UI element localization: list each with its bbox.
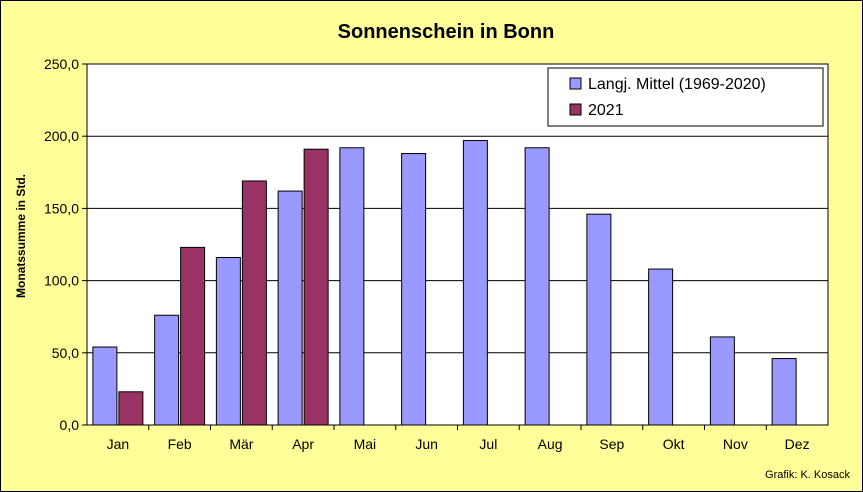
x-tick-label: Aug (538, 436, 563, 452)
legend-label: Langj. Mittel (1969-2020) (588, 76, 766, 93)
bar-mittel (524, 147, 550, 426)
y-tick-label: 50,0 (52, 345, 79, 361)
bar-mittel (339, 147, 365, 426)
gridlines (87, 135, 828, 354)
x-tick-label: Dez (785, 436, 810, 452)
x-tick-label: Jan (107, 436, 130, 452)
bar-mittel (92, 346, 118, 426)
bar-2021 (303, 148, 329, 426)
x-tick-label: Mai (354, 436, 377, 452)
credit-text: Grafik: K. Kosack (765, 469, 850, 481)
legend-swatch (569, 77, 582, 90)
bar-mittel (401, 153, 427, 426)
x-tick-label: Feb (168, 436, 192, 452)
x-tick-label: Jul (479, 436, 497, 452)
bar-2021 (180, 246, 206, 426)
x-tick-label: Okt (663, 436, 685, 452)
legend-swatch (569, 103, 582, 116)
y-tick-label: 250,0 (44, 56, 79, 72)
bar-mittel (462, 140, 488, 426)
bar-mittel (771, 358, 797, 426)
x-axis-ticks: Jan Feb Mär Apr Mai Jun Jul Aug Sep Okt Nov Dez (107, 425, 810, 452)
y-axis-ticks: 0,0 50,0 100,0 150,0 200,0 250,0 (44, 56, 87, 433)
bar-mittel (648, 268, 674, 426)
bar-mittel (215, 256, 241, 426)
chart-title: Sonnenschein in Bonn (338, 21, 555, 43)
y-axis-label: Monatssumme in Std. (14, 174, 28, 298)
bar-mittel (277, 190, 303, 426)
y-tick-label: 200,0 (44, 128, 79, 144)
x-tick-label: Jun (415, 436, 438, 452)
y-tick-label: 150,0 (44, 200, 79, 216)
x-tick-label: Apr (292, 436, 314, 452)
bar-2021 (118, 391, 144, 426)
bar-mittel (154, 314, 180, 426)
legend: Langj. Mittel (1969-2020) 2021 (547, 67, 824, 127)
legend-label: 2021 (588, 102, 624, 119)
bar-2021 (241, 180, 267, 426)
bar-mittel (709, 336, 735, 426)
legend-box (547, 67, 824, 127)
y-tick-label: 100,0 (44, 273, 79, 289)
y-tick-label: 0,0 (60, 417, 80, 433)
x-tick-label: Nov (723, 436, 748, 452)
bars (92, 140, 797, 426)
x-tick-label: Sep (599, 436, 624, 452)
bar-mittel (586, 213, 612, 426)
x-tick-label: Mär (229, 436, 253, 452)
